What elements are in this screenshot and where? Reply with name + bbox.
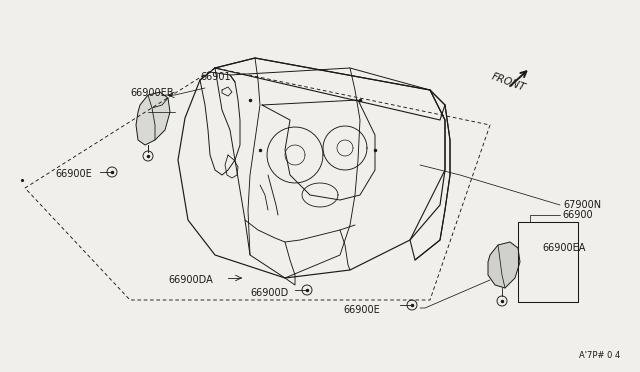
Text: 66900DA: 66900DA	[168, 275, 212, 285]
Text: A'7P# 0 4: A'7P# 0 4	[579, 351, 620, 360]
Polygon shape	[136, 92, 170, 145]
Text: 66900EB: 66900EB	[130, 88, 173, 98]
Text: 67900N: 67900N	[563, 200, 601, 210]
Text: 66901: 66901	[200, 72, 230, 82]
Text: 66900: 66900	[562, 210, 593, 220]
Text: 66900E: 66900E	[343, 305, 380, 315]
Text: 66900E: 66900E	[55, 169, 92, 179]
Text: FRONT: FRONT	[490, 71, 527, 93]
Polygon shape	[488, 242, 520, 288]
Text: 66900EA: 66900EA	[542, 243, 586, 253]
Text: 66900D: 66900D	[250, 288, 288, 298]
